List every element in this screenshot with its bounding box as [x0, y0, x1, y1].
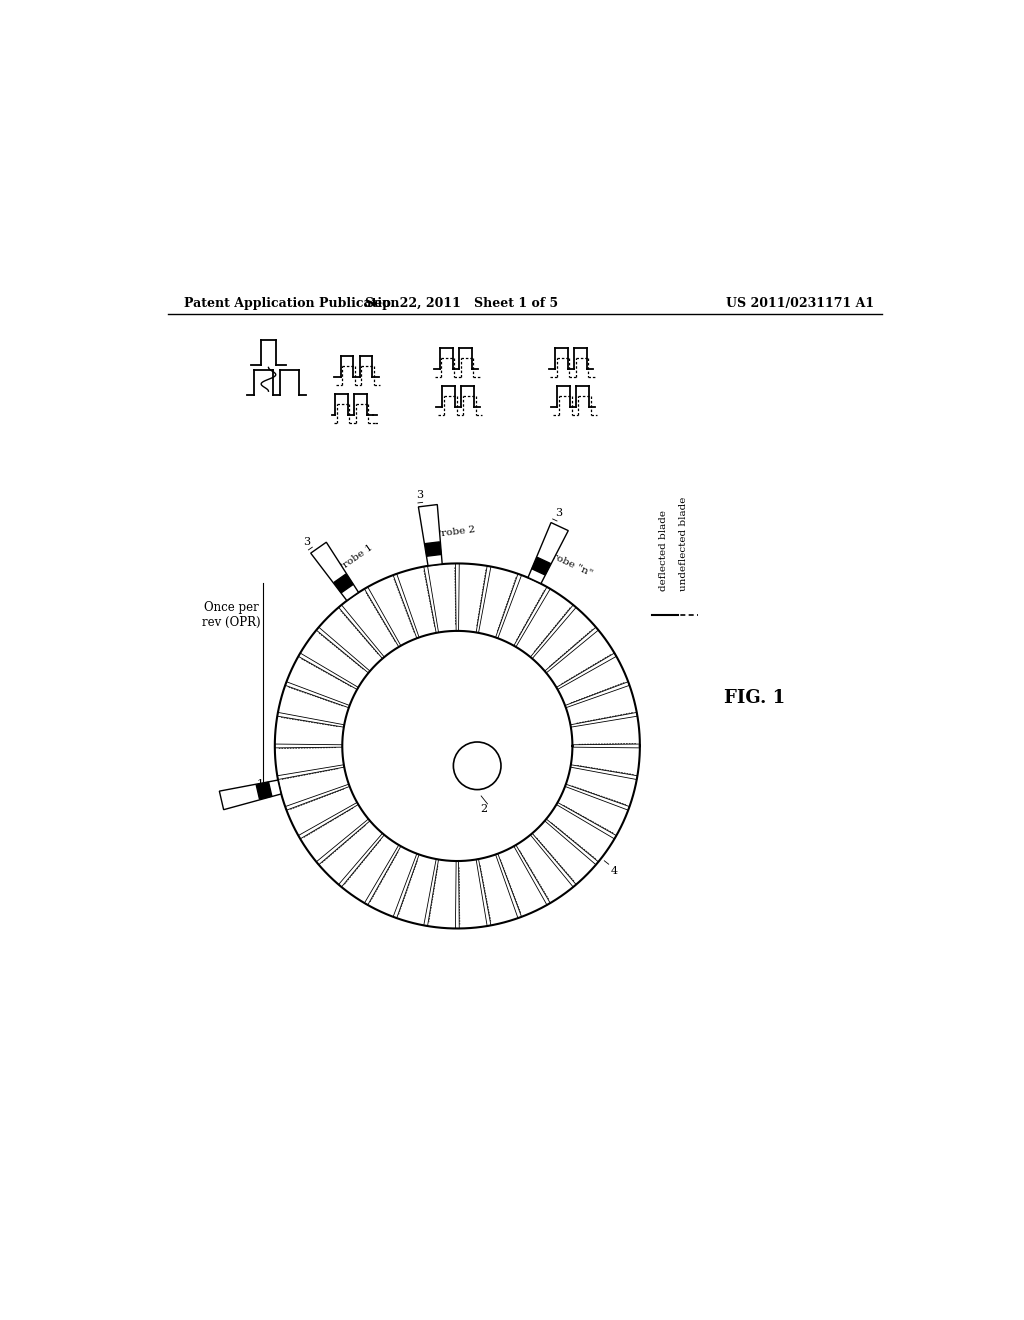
- Polygon shape: [316, 627, 370, 673]
- Text: Patent Application Publication: Patent Application Publication: [183, 297, 399, 310]
- Polygon shape: [256, 783, 271, 799]
- Polygon shape: [278, 764, 344, 780]
- Polygon shape: [365, 845, 400, 906]
- Polygon shape: [393, 854, 419, 919]
- Polygon shape: [476, 566, 490, 632]
- Polygon shape: [285, 681, 349, 708]
- Polygon shape: [565, 784, 630, 810]
- Text: Sep. 22, 2011   Sheet 1 of 5: Sep. 22, 2011 Sheet 1 of 5: [365, 297, 558, 310]
- Polygon shape: [556, 803, 616, 840]
- Polygon shape: [316, 818, 370, 865]
- Polygon shape: [514, 587, 550, 647]
- Text: Probe 2: Probe 2: [434, 525, 476, 540]
- Text: FIG. 1: FIG. 1: [724, 689, 785, 708]
- Polygon shape: [496, 574, 521, 639]
- Polygon shape: [339, 833, 384, 887]
- Text: Probe "n": Probe "n": [544, 549, 594, 578]
- Text: 4: 4: [610, 866, 617, 875]
- Polygon shape: [285, 784, 349, 810]
- Text: Probe 1: Probe 1: [336, 543, 375, 574]
- Polygon shape: [274, 744, 342, 748]
- Polygon shape: [424, 566, 438, 632]
- Polygon shape: [496, 854, 521, 919]
- Polygon shape: [334, 574, 353, 593]
- Polygon shape: [278, 713, 344, 727]
- Polygon shape: [393, 574, 419, 639]
- Text: 3: 3: [555, 508, 562, 519]
- Polygon shape: [365, 587, 400, 647]
- Polygon shape: [339, 605, 384, 659]
- Text: 3: 3: [303, 536, 310, 546]
- Polygon shape: [298, 653, 358, 689]
- Text: 2: 2: [480, 804, 487, 814]
- Polygon shape: [532, 557, 550, 576]
- Polygon shape: [219, 780, 282, 809]
- Polygon shape: [456, 564, 459, 631]
- Polygon shape: [476, 859, 490, 927]
- Text: 3: 3: [417, 490, 424, 500]
- Polygon shape: [425, 543, 441, 556]
- Polygon shape: [456, 861, 459, 928]
- Polygon shape: [298, 803, 358, 840]
- Text: undeflected blade: undeflected blade: [679, 496, 688, 591]
- Polygon shape: [514, 845, 550, 906]
- Text: deflected blade: deflected blade: [659, 511, 669, 591]
- Polygon shape: [530, 833, 577, 887]
- Text: Once per
rev (OPR): Once per rev (OPR): [202, 601, 260, 630]
- Polygon shape: [419, 504, 442, 566]
- Polygon shape: [545, 627, 598, 673]
- Polygon shape: [570, 764, 637, 780]
- Polygon shape: [545, 818, 598, 865]
- Text: US 2011/0231171 A1: US 2011/0231171 A1: [726, 297, 873, 310]
- Polygon shape: [528, 523, 568, 583]
- Polygon shape: [572, 744, 640, 748]
- Polygon shape: [424, 859, 438, 927]
- Polygon shape: [310, 543, 358, 601]
- Polygon shape: [565, 681, 630, 708]
- Polygon shape: [570, 713, 637, 727]
- Polygon shape: [530, 605, 577, 659]
- Text: 1: 1: [257, 779, 264, 789]
- Polygon shape: [556, 653, 616, 689]
